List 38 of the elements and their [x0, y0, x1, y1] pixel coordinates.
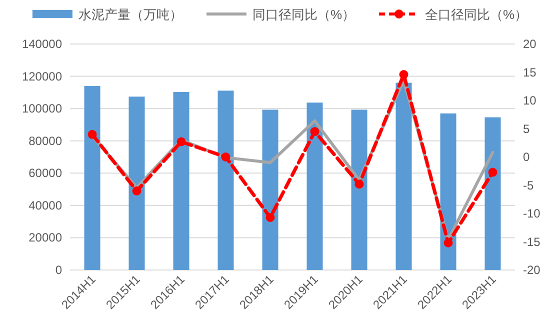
bar: [128, 96, 145, 270]
y2-tick-label: 0: [523, 150, 530, 164]
bar: [84, 86, 100, 270]
legend-label: 全口径同比（%）: [425, 7, 528, 22]
y2-tick-label: 5: [523, 122, 530, 136]
legend-label: 同口径同比（%）: [252, 7, 355, 22]
y-tick-label: 100000: [22, 102, 62, 116]
y-tick-label: 80000: [28, 134, 62, 148]
point: [488, 168, 498, 177]
bar: [173, 92, 190, 270]
bar: [351, 110, 368, 270]
point: [221, 152, 230, 162]
y2-tick-label: -5: [523, 178, 534, 192]
bar: [218, 90, 234, 270]
point: [88, 130, 97, 139]
y-tick-label: 60000: [28, 166, 62, 180]
bar: [396, 82, 412, 270]
y2-tick-label: -20: [523, 263, 541, 277]
bar: [440, 113, 456, 270]
y-tick-label: 120000: [22, 69, 62, 84]
point: [132, 186, 142, 196]
point: [310, 127, 320, 136]
y2-tick-label: 10: [523, 94, 537, 108]
y-tick-label: 40000: [28, 198, 62, 212]
y2-tick-label: 15: [523, 65, 537, 80]
y-tick-label: 0: [55, 263, 62, 277]
bar: [262, 110, 278, 270]
y-tick-label: 140000: [22, 37, 62, 51]
legend-label: 水泥产量（万吨）: [78, 7, 182, 22]
point: [354, 180, 364, 189]
bar: [306, 102, 323, 270]
point: [176, 137, 186, 146]
point: [266, 212, 275, 222]
y2-tick-label: 20: [523, 37, 537, 51]
bar: [484, 117, 501, 270]
y2-tick-label: -10: [523, 206, 541, 220]
y-tick-label: 20000: [28, 230, 62, 245]
y2-tick-label: -15: [523, 234, 541, 249]
